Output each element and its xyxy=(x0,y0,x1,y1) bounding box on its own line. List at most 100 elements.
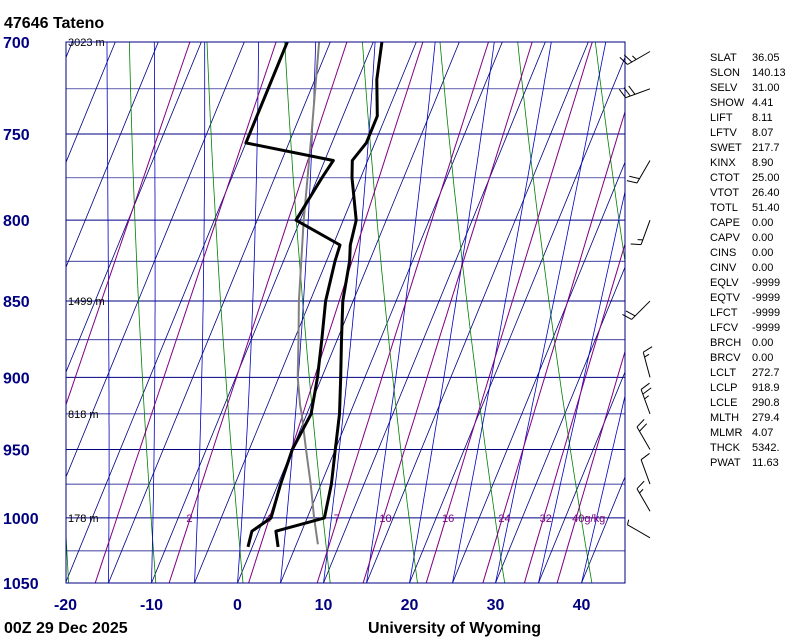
dry-adiabat xyxy=(284,42,331,583)
wind-barb-staff xyxy=(627,524,651,539)
index-name: VTOT xyxy=(710,187,739,199)
isotherm xyxy=(495,266,625,583)
index-name: LIFT xyxy=(710,112,733,124)
wind-barb-feather xyxy=(622,314,632,320)
pressure-tick-label: 1000 xyxy=(3,511,39,528)
moist-adiabat xyxy=(495,42,607,583)
dewpoint-profile xyxy=(244,42,342,548)
index-value: 0.00 xyxy=(752,232,773,244)
dry-adiabat xyxy=(206,42,244,583)
index-name: TOTL xyxy=(710,202,738,214)
temperature-tick-label: 20 xyxy=(401,597,419,614)
temperature-tick-label: 0 xyxy=(233,597,242,614)
wind-barb xyxy=(619,51,651,65)
isotherm xyxy=(366,42,589,583)
mixing-ratio-label: 2 xyxy=(186,513,192,525)
index-name: KINX xyxy=(710,157,736,169)
background-lines xyxy=(0,23,625,583)
stability-indices: SLAT 36.05 SLON 140.13 SELV 31.00 SHOW 4.41 LIFT… xyxy=(710,52,786,469)
moist-adiabat xyxy=(323,42,376,583)
pressure-tick-label: 800 xyxy=(3,213,30,230)
wind-barb-staff xyxy=(640,389,651,415)
mixing-ratio-line xyxy=(425,42,593,583)
height-label: 1499 m xyxy=(68,296,105,308)
wind-barb-feather xyxy=(640,382,650,390)
wind-barb xyxy=(640,453,651,485)
index-name: LFCV xyxy=(710,322,739,334)
index-name: CAPE xyxy=(710,217,740,229)
wind-barb xyxy=(640,382,652,415)
height-label: 818 m xyxy=(68,409,99,421)
temperature-tick-label: 40 xyxy=(573,597,591,614)
index-value: 918.9 xyxy=(752,382,780,394)
height-labels: 3023 m 1499 m 818 m 178 m xyxy=(68,37,105,525)
wind-barb-staff xyxy=(625,88,651,99)
index-value: 290.8 xyxy=(752,397,780,409)
plot-frame xyxy=(65,41,626,584)
index-name: THCK xyxy=(710,442,741,454)
index-value: -9999 xyxy=(752,292,780,304)
index-value: 0.00 xyxy=(752,217,773,229)
temperature-axis: -20 -10 0 10 20 30 40 xyxy=(54,597,591,614)
index-name: CTOT xyxy=(710,172,740,184)
wind-barb-staff xyxy=(640,459,651,485)
mixing-ratio-label: 10 xyxy=(379,513,391,525)
index-name: SLAT xyxy=(710,52,737,64)
isotherm xyxy=(409,56,625,583)
moist-adiabat xyxy=(409,42,495,583)
sounding-traces xyxy=(244,42,384,548)
wind-barb-feather xyxy=(644,353,650,358)
mixing-ratio-line xyxy=(482,110,625,583)
wind-barbs xyxy=(618,51,653,539)
index-value: 140.13 xyxy=(752,67,786,79)
pressure-tick-label: 850 xyxy=(3,294,30,311)
index-value: -9999 xyxy=(752,277,780,289)
wind-barb-feather xyxy=(623,87,631,97)
index-name: SELV xyxy=(710,82,738,94)
moist-adiabat xyxy=(62,23,65,583)
wind-barb-feather xyxy=(640,453,650,461)
wind-barb-feather xyxy=(630,243,642,246)
mixing-ratio-label: 32 xyxy=(540,513,552,525)
index-value: 31.00 xyxy=(752,82,780,94)
station-title: 47646 Tateno xyxy=(4,15,104,32)
wind-barb xyxy=(636,480,651,512)
moist-adiabat xyxy=(194,42,206,583)
index-value: 26.40 xyxy=(752,187,780,199)
index-name: LCLP xyxy=(710,382,738,394)
index-name: LCLE xyxy=(710,397,738,409)
index-value: 272.7 xyxy=(752,367,780,379)
mixing-ratio-line xyxy=(523,242,625,583)
index-value: 217.7 xyxy=(752,142,780,154)
mixing-ratio-line xyxy=(66,42,191,407)
index-value: 51.40 xyxy=(752,202,780,214)
index-name: LFTV xyxy=(710,127,738,139)
wind-barb-feather xyxy=(626,519,630,525)
index-value: 0.00 xyxy=(752,352,773,364)
dry-adiabat xyxy=(439,42,506,583)
index-name: CAPV xyxy=(710,232,741,244)
wind-barb-staff xyxy=(642,352,651,378)
isotherm xyxy=(237,42,460,583)
wind-barb-feather xyxy=(636,480,645,490)
observation-time: 00Z 29 Dec 2025 xyxy=(4,620,128,637)
index-name: PWAT xyxy=(710,457,741,469)
dry-adiabat xyxy=(594,42,625,264)
moist-adiabat xyxy=(106,42,110,583)
isotherm xyxy=(538,370,625,583)
isotherm xyxy=(66,42,245,478)
wind-barb-staff xyxy=(636,488,651,512)
mixing-ratio-line xyxy=(362,42,533,583)
mixing-ratio-label: 24 xyxy=(498,513,510,525)
index-value: -9999 xyxy=(752,307,780,319)
wind-barb-feather xyxy=(629,175,640,180)
wind-barb-feather xyxy=(623,54,633,63)
wind-barb-feather xyxy=(618,89,626,99)
isotherm xyxy=(0,42,29,583)
isotherm xyxy=(66,42,73,59)
temperature-profile xyxy=(274,42,384,548)
index-value: 8.11 xyxy=(752,112,773,124)
index-value: 11.63 xyxy=(752,457,779,469)
moist-adiabat xyxy=(237,42,260,583)
index-value: 0.00 xyxy=(752,247,773,259)
